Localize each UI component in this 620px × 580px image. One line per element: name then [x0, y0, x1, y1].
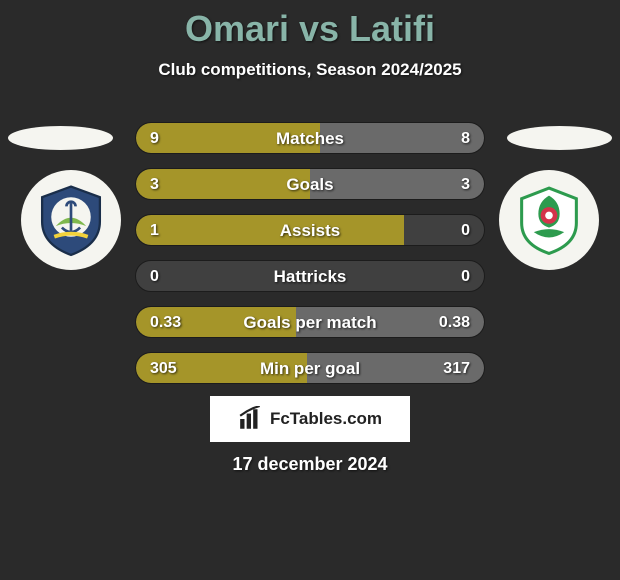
stat-row: 0 0Hattricks	[135, 260, 485, 292]
stat-label: Hattricks	[136, 261, 484, 292]
chart-bars-icon	[238, 406, 264, 432]
stat-value-right: 0	[461, 215, 470, 246]
stat-value-left: 9	[150, 123, 159, 154]
stat-row: 0.330.38Goals per match	[135, 306, 485, 338]
stat-value-left: 305	[150, 353, 177, 384]
right-team-badge	[499, 170, 599, 270]
stat-row: 10Assists	[135, 214, 485, 246]
stat-row: 33Goals	[135, 168, 485, 200]
stat-bar-left	[136, 123, 320, 153]
left-player-oval	[8, 126, 113, 150]
brand-text: FcTables.com	[270, 409, 382, 429]
stat-row: 305317Min per goal	[135, 352, 485, 384]
stat-bar-right	[320, 123, 484, 153]
comparison-bars: 98Matches33Goals10Assists00Hattricks0.33…	[135, 122, 485, 398]
page-title: Omari vs Latifi	[0, 0, 620, 50]
snapshot-date: 17 december 2024	[0, 454, 620, 475]
stat-value-left: 0	[150, 261, 159, 292]
shield-anchor-icon	[33, 182, 109, 258]
stat-value-right: 3	[461, 169, 470, 200]
shield-flower-icon	[511, 182, 587, 258]
page-subtitle: Club competitions, Season 2024/2025	[0, 60, 620, 80]
stat-value-left: 3	[150, 169, 159, 200]
stat-bar-left	[136, 215, 404, 245]
stat-bar-right	[310, 169, 484, 199]
stat-row: 98Matches	[135, 122, 485, 154]
stat-value-right: 0	[461, 261, 470, 292]
brand-box[interactable]: FcTables.com	[210, 396, 410, 442]
stat-value-right: 317	[443, 353, 470, 384]
stat-value-right: 0.38	[439, 307, 470, 338]
stat-bar-left	[136, 169, 310, 199]
right-player-oval	[507, 126, 612, 150]
stat-value-right: 8	[461, 123, 470, 154]
left-team-badge	[21, 170, 121, 270]
stat-value-left: 1	[150, 215, 159, 246]
stat-value-left: 0.33	[150, 307, 181, 338]
